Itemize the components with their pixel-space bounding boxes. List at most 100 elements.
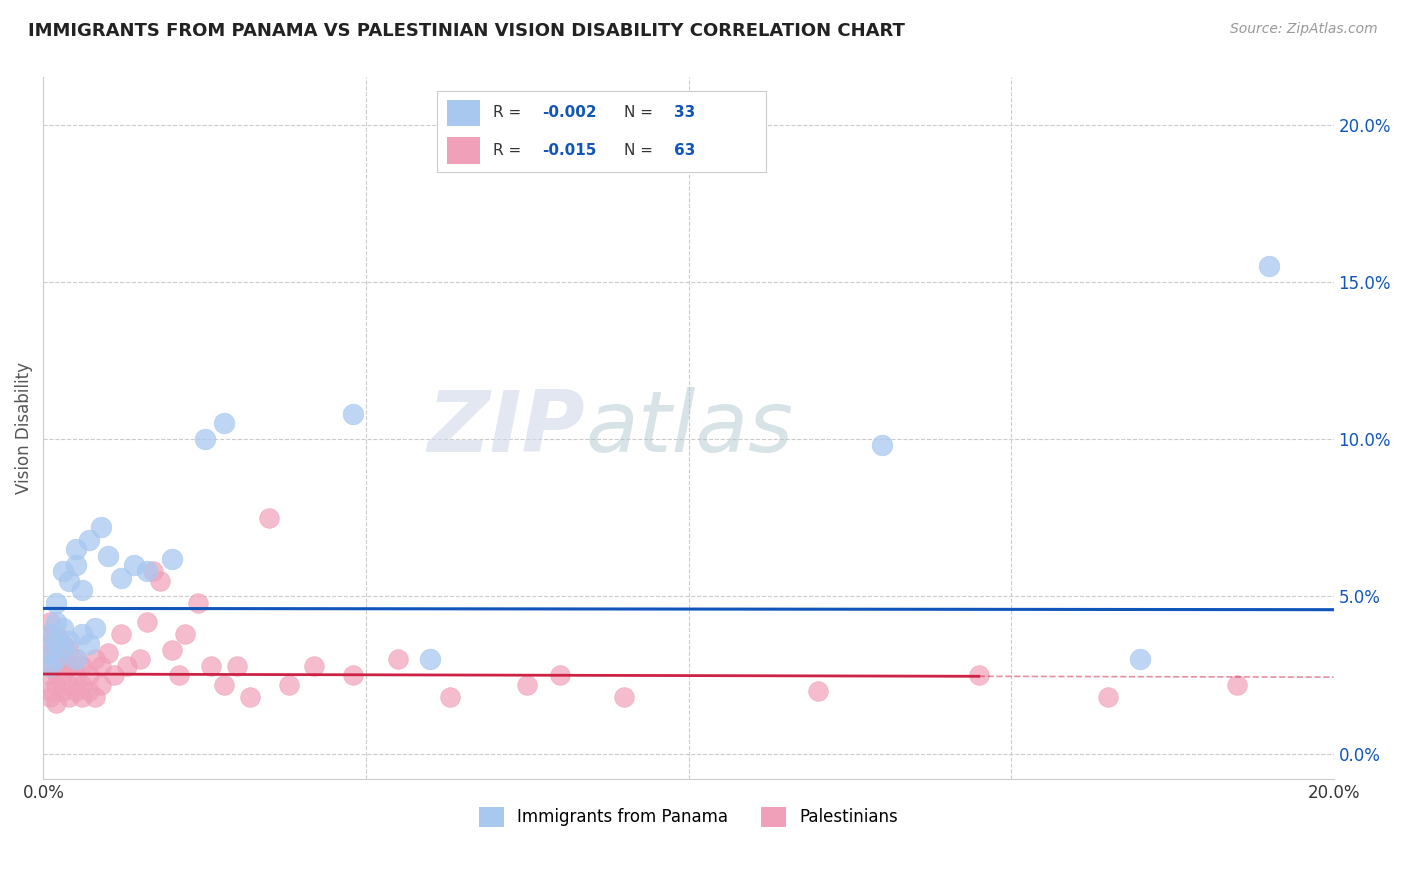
Point <box>45 665 67 679</box>
Point <box>84 621 107 635</box>
Point <box>90 677 112 691</box>
Point <box>77 637 100 651</box>
Point <box>516 677 538 691</box>
Point <box>58 690 80 705</box>
Point <box>77 683 100 698</box>
Point <box>342 668 364 682</box>
Point <box>70 658 93 673</box>
Point <box>122 558 145 572</box>
Point <box>65 652 87 666</box>
Point <box>110 627 132 641</box>
Point <box>419 652 441 666</box>
Point <box>212 417 235 431</box>
Point <box>52 668 75 682</box>
Point <box>84 652 107 666</box>
Point <box>52 652 75 666</box>
Point <box>97 549 120 563</box>
Point <box>38 690 60 705</box>
Point <box>90 520 112 534</box>
Point <box>38 627 60 641</box>
Point <box>58 677 80 691</box>
Point <box>52 621 75 635</box>
Point <box>45 677 67 691</box>
Point <box>70 627 93 641</box>
Point <box>135 564 157 578</box>
Point <box>148 574 170 588</box>
Point <box>45 596 67 610</box>
Point <box>52 564 75 578</box>
Point <box>38 658 60 673</box>
Point <box>65 652 87 666</box>
Point <box>38 668 60 682</box>
Point <box>226 658 249 673</box>
Point <box>548 668 571 682</box>
Point <box>806 683 828 698</box>
Point <box>387 652 409 666</box>
Point <box>38 646 60 660</box>
Point <box>212 677 235 691</box>
Point <box>1129 652 1152 666</box>
Text: atlas: atlas <box>585 386 793 470</box>
Point <box>45 652 67 666</box>
Point <box>135 615 157 629</box>
Point <box>162 551 184 566</box>
Point <box>65 668 87 682</box>
Point <box>1097 690 1119 705</box>
Point <box>97 646 120 660</box>
Point <box>187 596 209 610</box>
Text: Source: ZipAtlas.com: Source: ZipAtlas.com <box>1230 22 1378 37</box>
Point <box>1258 259 1281 273</box>
Point <box>129 652 152 666</box>
Point <box>45 627 67 641</box>
Point <box>103 668 125 682</box>
Point <box>277 677 299 691</box>
Point <box>167 668 190 682</box>
Point <box>38 646 60 660</box>
Point <box>70 677 93 691</box>
Text: IMMIGRANTS FROM PANAMA VS PALESTINIAN VISION DISABILITY CORRELATION CHART: IMMIGRANTS FROM PANAMA VS PALESTINIAN VI… <box>28 22 905 40</box>
Point <box>45 697 67 711</box>
Point <box>38 637 60 651</box>
Point <box>58 658 80 673</box>
Point <box>1226 677 1249 691</box>
Point <box>870 438 893 452</box>
Text: ZIP: ZIP <box>427 386 585 470</box>
Point <box>110 571 132 585</box>
Point <box>65 542 87 557</box>
Point <box>70 583 93 598</box>
Point <box>304 658 326 673</box>
Point <box>967 668 990 682</box>
Point <box>45 615 67 629</box>
Point <box>194 432 217 446</box>
Point <box>77 668 100 682</box>
Point <box>142 564 165 578</box>
Point <box>38 683 60 698</box>
Point <box>52 637 75 651</box>
Point <box>257 511 280 525</box>
Point <box>90 658 112 673</box>
Point <box>52 683 75 698</box>
Point <box>613 690 636 705</box>
Point <box>84 690 107 705</box>
Point <box>58 633 80 648</box>
Point <box>162 643 184 657</box>
Point <box>45 640 67 654</box>
Point <box>342 407 364 421</box>
Point <box>239 690 262 705</box>
Point <box>200 658 222 673</box>
Point <box>174 627 197 641</box>
Y-axis label: Vision Disability: Vision Disability <box>15 362 32 494</box>
Point <box>45 652 67 666</box>
Point <box>38 627 60 641</box>
Point <box>58 574 80 588</box>
Point <box>70 690 93 705</box>
Legend: Immigrants from Panama, Palestinians: Immigrants from Panama, Palestinians <box>472 800 905 834</box>
Point <box>65 558 87 572</box>
Point <box>117 658 139 673</box>
Point <box>52 640 75 654</box>
Point <box>65 683 87 698</box>
Point <box>439 690 461 705</box>
Point <box>38 615 60 629</box>
Point <box>38 658 60 673</box>
Point <box>77 533 100 547</box>
